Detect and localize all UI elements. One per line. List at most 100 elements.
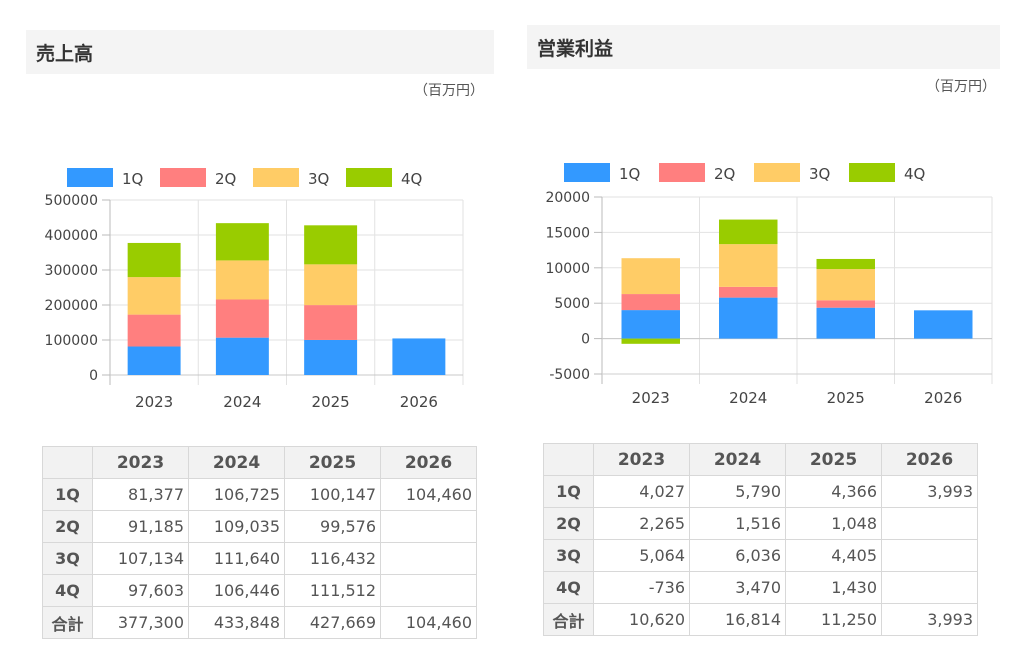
column-header-2026: 2026 xyxy=(881,443,978,476)
row-header: 3Q xyxy=(42,542,93,575)
bar-2023-2q xyxy=(127,314,181,347)
row-header: 合計 xyxy=(543,603,594,636)
bar-2024-3q xyxy=(719,244,778,287)
table-row: 3Q 5,064 6,036 4,405 xyxy=(543,539,978,572)
legend-swatch-4q xyxy=(849,163,895,182)
table-cell: 99,576 xyxy=(284,510,381,543)
table-cell xyxy=(881,571,978,604)
bar-2024-3q xyxy=(215,260,269,300)
x-tick-label: 2026 xyxy=(924,389,962,407)
table-cell: 107,134 xyxy=(92,542,189,575)
y-tick-label: 15000 xyxy=(545,225,590,241)
bar-2025-1q xyxy=(304,339,358,375)
table-cell: 111,640 xyxy=(188,542,285,575)
legend-swatch-2q xyxy=(160,168,206,187)
y-tick-label: 500000 xyxy=(45,193,98,209)
table-cell: 377,300 xyxy=(92,606,189,639)
bar-2025-2q xyxy=(304,305,358,340)
x-tick-label: 2023 xyxy=(135,393,173,411)
table-cell xyxy=(380,574,477,607)
table-cell: 427,669 xyxy=(284,606,381,639)
column-header-2024: 2024 xyxy=(188,446,285,479)
bar-2025-3q xyxy=(816,269,875,301)
table-cell: 5,790 xyxy=(689,475,786,508)
table-cell: 433,848 xyxy=(188,606,285,639)
row-header: 4Q xyxy=(543,571,594,604)
bar-2024-1q xyxy=(719,297,778,339)
y-tick-label: 200000 xyxy=(45,298,98,314)
row-header: 合計 xyxy=(42,606,93,639)
table-cell: 106,446 xyxy=(188,574,285,607)
column-header-2025: 2025 xyxy=(284,446,381,479)
table-cell xyxy=(380,542,477,575)
sales-unit-label: （百万円） xyxy=(414,83,484,99)
table-row: 合計 10,620 16,814 11,250 3,993 xyxy=(543,603,978,636)
table-cell: 1,516 xyxy=(689,507,786,540)
table-cell: 1,430 xyxy=(785,571,882,604)
bar-2025-3q xyxy=(304,264,358,306)
x-tick-label: 2024 xyxy=(223,393,261,411)
y-tick-label: 0 xyxy=(581,332,590,348)
table-row: 2Q 2,265 1,516 1,048 xyxy=(543,507,978,540)
legend-label-2q: 2Q xyxy=(215,170,236,188)
sales-title: 売上高 xyxy=(26,30,494,74)
y-tick-label: -5000 xyxy=(549,367,590,383)
legend-swatch-4q xyxy=(346,168,392,187)
legend-swatch-1q xyxy=(67,168,113,187)
y-tick-label: 10000 xyxy=(545,261,590,277)
table-cell: 6,036 xyxy=(689,539,786,572)
legend-label-4q: 4Q xyxy=(401,170,422,188)
row-header: 2Q xyxy=(543,507,594,540)
table-cell: 10,620 xyxy=(593,603,690,636)
row-header: 2Q xyxy=(42,510,93,543)
bar-2024-4q xyxy=(719,219,778,245)
y-tick-label: 20000 xyxy=(545,190,590,206)
row-header: 4Q xyxy=(42,574,93,607)
table-cell xyxy=(881,507,978,540)
chart-legend: 1Q 2Q 3Q 4Q xyxy=(564,163,925,183)
bar-2024-1q xyxy=(215,337,269,375)
table-cell: 111,512 xyxy=(284,574,381,607)
table-cell: 109,035 xyxy=(188,510,285,543)
table-cell xyxy=(881,539,978,572)
table-row: 4Q 97,603 106,446 111,512 xyxy=(42,574,477,607)
bar-2024-2q xyxy=(215,299,269,338)
x-tick-label: 2025 xyxy=(312,393,350,411)
x-tick-label: 2024 xyxy=(729,389,767,407)
bar-2025-2q xyxy=(816,300,875,308)
table-corner-cell xyxy=(42,446,93,479)
row-header: 1Q xyxy=(543,475,594,508)
row-header: 1Q xyxy=(42,478,93,511)
table-cell: -736 xyxy=(593,571,690,604)
bar-2025-4q xyxy=(816,258,875,270)
y-tick-label: 100000 xyxy=(45,333,98,349)
sales-table: 2023 2024 2025 2026 1Q 81,377 106,725 100,147 10… xyxy=(42,446,477,639)
table-row: 1Q 81,377 106,725 100,147 104,460 xyxy=(42,478,477,511)
x-tick-label: 2025 xyxy=(827,389,865,407)
x-tick-label: 2026 xyxy=(400,393,438,411)
table-row: 4Q -736 3,470 1,430 xyxy=(543,571,978,604)
table-cell: 2,265 xyxy=(593,507,690,540)
table-cell: 4,366 xyxy=(785,475,882,508)
x-tick-label: 2023 xyxy=(632,389,670,407)
chart-legend: 1Q 2Q 3Q 4Q xyxy=(67,168,422,188)
column-header-2026: 2026 xyxy=(380,446,477,479)
table-cell: 104,460 xyxy=(380,478,477,511)
bar-2023-1q xyxy=(621,310,680,339)
table-cell: 1,048 xyxy=(785,507,882,540)
table-cell: 100,147 xyxy=(284,478,381,511)
panel-sales: 売上高 （百万円） 1Q 2Q 3Q 4Q 0 100000 200000 300000 400… xyxy=(26,30,494,639)
bar-2023-3q xyxy=(621,258,680,295)
bar-2025-1q xyxy=(816,307,875,339)
bar-2024-2q xyxy=(719,286,778,298)
table-cell: 16,814 xyxy=(689,603,786,636)
y-tick-label: 0 xyxy=(89,368,98,384)
panel-operating-profit: 営業利益 （百万円） 1Q 2Q 3Q 4Q -5000 0 5000 10000 15000 2… xyxy=(512,0,1024,666)
table-cell: 106,725 xyxy=(188,478,285,511)
table-cell: 11,250 xyxy=(785,603,882,636)
legend-swatch-2q xyxy=(659,163,705,182)
table-cell: 116,432 xyxy=(284,542,381,575)
operating-profit-title: 営業利益 xyxy=(527,25,1000,69)
operating-profit-unit-label: （百万円） xyxy=(926,79,996,95)
table-row: 3Q 107,134 111,640 116,432 xyxy=(42,542,477,575)
